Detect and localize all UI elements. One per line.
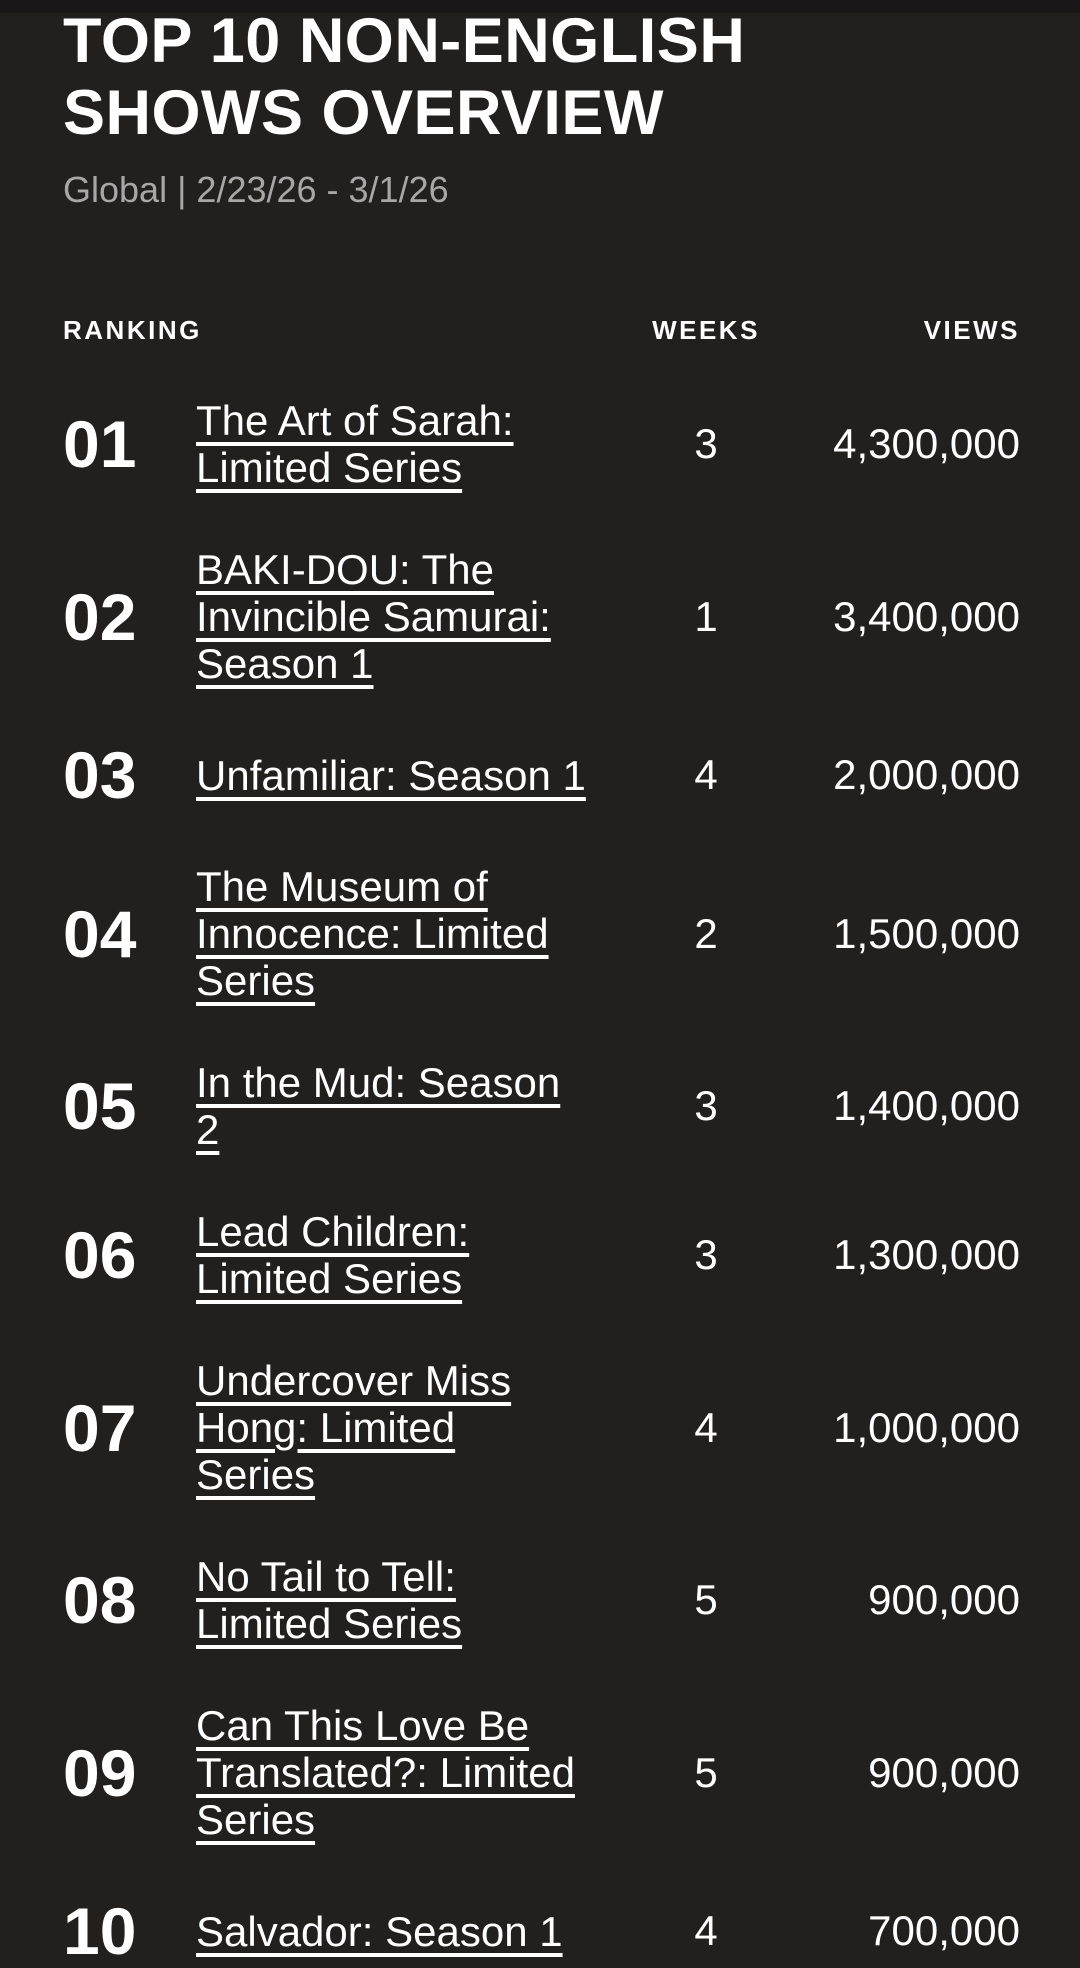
rank-number: 04 [63, 896, 137, 971]
show-title-cell: No Tail to Tell: Limited Series [196, 1553, 626, 1647]
views-value: 700,000 [868, 1907, 1020, 1954]
views-value: 4,300,000 [833, 420, 1020, 467]
weeks-value: 4 [694, 1907, 718, 1954]
page-title: TOP 10 NON-ENGLISH SHOWS OVERVIEW [63, 5, 1020, 149]
weeks-value: 4 [694, 1403, 718, 1451]
table-header-row: RANKING WEEKS VIEWS [63, 315, 1020, 345]
rank-number: 05 [63, 1069, 137, 1143]
column-header-weeks: WEEKS [652, 315, 760, 345]
page-title-line2: SHOWS OVERVIEW [63, 78, 664, 148]
show-title-link[interactable]: Lead Children: Limited Series [196, 1208, 470, 1302]
table-row: 06 Lead Children: Limited Series 3 1,300… [63, 1208, 1020, 1302]
table-row: 05 In the Mud: Season 2 3 1,400,000 [63, 1059, 1020, 1153]
table-row: 02 BAKI-DOU: The Invincible Samurai: Sea… [63, 546, 1020, 687]
table-row: 09 Can This Love Be Translated?: Limited… [63, 1702, 1020, 1843]
show-title-link[interactable]: BAKI-DOU: The Invincible Samurai: Season… [196, 546, 551, 687]
show-title-cell: Salvador: Season 1 [196, 1908, 626, 1955]
show-title-link[interactable]: Can This Love Be Translated?: Limited Se… [196, 1702, 575, 1843]
weeks-value: 3 [694, 1231, 718, 1278]
views-value: 2,000,000 [833, 751, 1020, 798]
table-row: 04 The Museum of Innocence: Limited Seri… [63, 863, 1020, 1004]
table-row: 10 Salvador: Season 1 4 700,000 [63, 1898, 1020, 1964]
views-value: 900,000 [868, 1748, 1020, 1796]
rank-number: 03 [63, 738, 137, 812]
show-title-link[interactable]: Unfamiliar: Season 1 [196, 751, 586, 799]
show-title-link[interactable]: Salvador: Season 1 [196, 1907, 563, 1955]
table-row: 08 No Tail to Tell: Limited Series 5 900… [63, 1553, 1020, 1647]
rank-number: 10 [63, 1894, 137, 1968]
rank-number: 06 [63, 1218, 137, 1292]
region-date-range-subtitle: Global | 2/23/26 - 3/1/26 [63, 169, 449, 210]
table-row: 07 Undercover Miss Hong: Limited Series … [63, 1357, 1020, 1498]
show-title-link[interactable]: Undercover Miss Hong: Limited Series [196, 1357, 512, 1498]
show-title-link[interactable]: In the Mud: Season 2 [196, 1059, 561, 1153]
views-value: 1,300,000 [833, 1231, 1020, 1278]
weeks-value: 1 [694, 592, 718, 640]
show-title-cell: Can This Love Be Translated?: Limited Se… [196, 1702, 626, 1843]
show-title-link[interactable]: The Art of Sarah: Limited Series [196, 397, 514, 491]
views-value: 3,400,000 [833, 592, 1020, 640]
views-value: 1,400,000 [833, 1082, 1020, 1129]
weeks-value: 5 [694, 1576, 718, 1623]
weeks-value: 4 [694, 751, 718, 798]
views-value: 1,000,000 [833, 1403, 1020, 1451]
show-title-cell: Lead Children: Limited Series [196, 1208, 626, 1302]
top-bar [0, 0, 1080, 13]
top10-overview-page: TOP 10 NON-ENGLISH SHOWS OVERVIEW Global… [0, 5, 1080, 1964]
rank-number: 02 [63, 579, 137, 654]
show-title-cell: In the Mud: Season 2 [196, 1059, 626, 1153]
weeks-value: 5 [694, 1748, 718, 1796]
show-title-cell: Unfamiliar: Season 1 [196, 752, 626, 799]
column-header-views: VIEWS [923, 315, 1020, 345]
rank-number: 09 [63, 1735, 137, 1810]
weeks-value: 3 [694, 420, 718, 467]
show-title-link[interactable]: The Museum of Innocence: Limited Series [196, 863, 549, 1004]
rank-number: 07 [63, 1390, 137, 1465]
table-row: 01 The Art of Sarah: Limited Series 3 4,… [63, 397, 1020, 491]
show-title-link[interactable]: No Tail to Tell: Limited Series [196, 1553, 463, 1647]
page-title-line1: TOP 10 NON-ENGLISH [63, 6, 746, 76]
rank-number: 08 [63, 1563, 137, 1637]
show-title-cell: BAKI-DOU: The Invincible Samurai: Season… [196, 546, 626, 687]
show-title-cell: The Museum of Innocence: Limited Series [196, 863, 626, 1004]
views-value: 1,500,000 [833, 909, 1020, 957]
weeks-value: 3 [694, 1082, 718, 1129]
rank-number: 01 [63, 407, 137, 481]
show-title-cell: Undercover Miss Hong: Limited Series [196, 1357, 626, 1498]
weeks-value: 2 [694, 909, 718, 957]
table-row: 03 Unfamiliar: Season 1 4 2,000,000 [63, 742, 1020, 808]
top10-table-body: 01 The Art of Sarah: Limited Series 3 4,… [63, 397, 1020, 1964]
views-value: 900,000 [868, 1576, 1020, 1623]
show-title-cell: The Art of Sarah: Limited Series [196, 397, 626, 491]
column-header-ranking: RANKING [63, 315, 202, 345]
